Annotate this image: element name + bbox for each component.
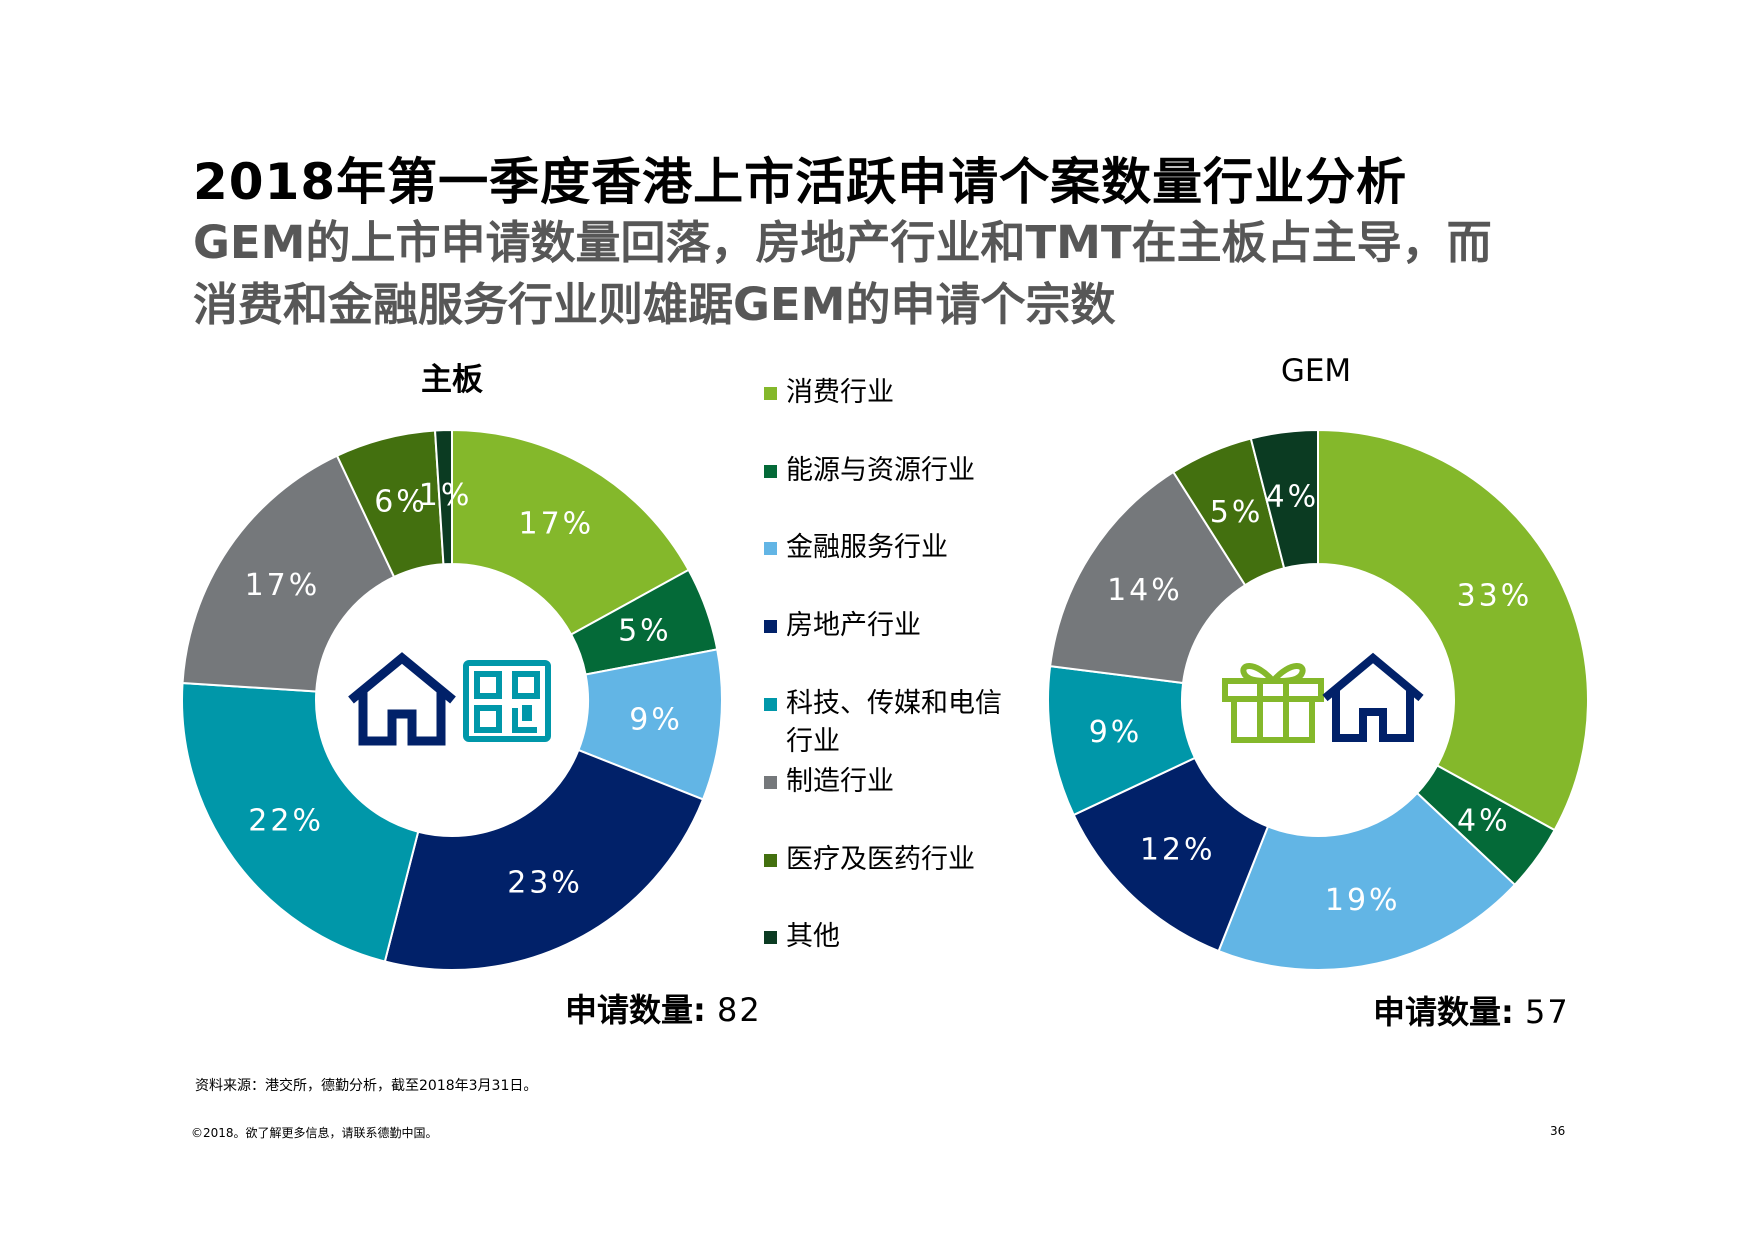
count-value: 57 [1524, 993, 1570, 1031]
slice-percent-label: 14% [1107, 573, 1183, 608]
slice-percent-label: 5% [618, 614, 672, 649]
legend-swatch [764, 854, 777, 867]
donut-slice [1049, 470, 1247, 685]
donut-slice [1249, 428, 1319, 570]
donut-slice [1217, 791, 1517, 971]
slice-percent-label: 23% [507, 866, 583, 901]
donut-slice [433, 428, 453, 566]
legend-label: 医疗及医药行业 [786, 844, 975, 875]
legend-label: 金融服务行业 [786, 532, 948, 563]
donut-slice [451, 428, 690, 636]
slice-percent-label: 19% [1325, 883, 1401, 918]
legend-swatch [764, 931, 777, 944]
slice-percent-label: 22% [248, 803, 324, 838]
legend-label: 消费行业 [786, 377, 894, 408]
copyright: ©2018。欲了解更多信息，请联系德勤中国。 [191, 1126, 438, 1140]
count-value: 82 [716, 991, 762, 1029]
legend-swatch [764, 776, 777, 789]
donut-slice [181, 454, 396, 693]
legend-swatch [764, 542, 777, 555]
main-board-application-count: 申请数量: 82 [565, 991, 762, 1029]
slice-percent-label: 9% [1089, 715, 1143, 750]
slice-percent-label: 17% [519, 507, 595, 542]
donut-slice [383, 748, 705, 971]
page-number: 36 [1550, 1124, 1566, 1138]
legend-swatch [764, 620, 777, 633]
slice-percent-label: 4% [1266, 480, 1320, 515]
house-icon-gem [1322, 652, 1424, 742]
legend-swatch [764, 698, 777, 711]
page-title: 2018年第一季度香港上市活跃申请个案数量行业分析 [193, 153, 1408, 211]
gem-application-count: 申请数量: 57 [1373, 993, 1570, 1031]
slice-percent-label: 9% [629, 702, 683, 737]
count-label: 申请数量 [565, 991, 694, 1029]
legend-label: 房地产行业 [786, 610, 921, 641]
slice-percent-label: 5% [1210, 495, 1264, 530]
house-icon [348, 652, 456, 746]
slice-percent-label: 17% [245, 568, 321, 603]
legend-label: 制造行业 [786, 766, 894, 797]
gem-chart-title: GEM [1280, 353, 1352, 389]
slice-percent-label: 1% [419, 478, 473, 513]
slice-percent-label: 4% [1457, 803, 1511, 838]
donut-slice [181, 681, 420, 963]
qr-code-icon [463, 660, 551, 742]
donut-slice [1317, 428, 1589, 832]
legend-label: 其他 [786, 921, 840, 952]
count-label: 申请数量 [1373, 993, 1502, 1031]
legend-swatch [764, 387, 777, 400]
page-subtitle: GEM的上市申请数量回落，房地产行业和TMT在主板占主导，而消费和金融服务行业则… [193, 216, 1492, 331]
gift-icon [1222, 663, 1324, 743]
legend-label: 能源与资源行业 [786, 455, 975, 486]
legend-swatch [764, 465, 777, 478]
legend-label: 科技、传媒和电信行业 [786, 688, 1002, 757]
slice-percent-label: 12% [1140, 832, 1216, 867]
slice-percent-label: 33% [1457, 579, 1533, 614]
main-board-chart-title: 主板 [421, 362, 483, 398]
source-note: 资料来源：港交所，德勤分析，截至2018年3月31日。 [195, 1078, 538, 1094]
slice-percent-label: 6% [374, 484, 428, 519]
